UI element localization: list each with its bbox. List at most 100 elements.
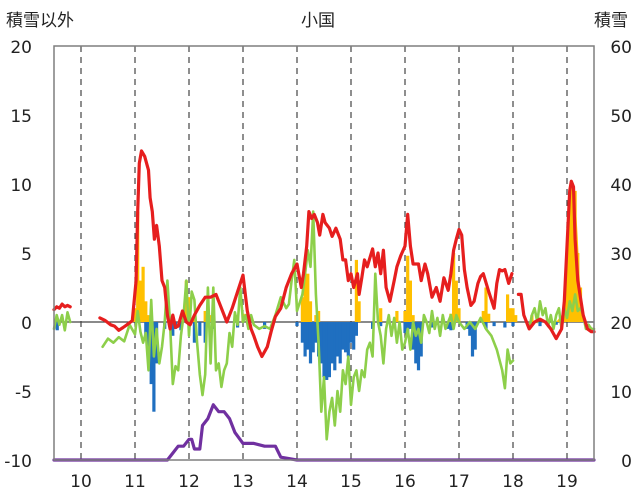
series-3-bar-30 [335,322,340,357]
y-right-tick-label-0: 0 [621,452,632,472]
series-3-bar-29 [333,322,337,371]
y-left-tick-label-6: 20 [10,38,32,58]
series-3-bar-12 [203,322,207,343]
series-4-bar-15 [306,273,310,322]
series-4-bar-2 [138,280,142,322]
series-4-bar-22 [395,310,399,322]
series-4-bar-36 [508,308,512,322]
series-3-bar-1 [144,322,148,339]
series-3-bar-45 [416,322,421,371]
x-tick-label-5: 15 [340,472,362,492]
series-4-bar-14 [303,273,307,322]
series-3-bar-42 [408,322,412,329]
y-left-tick-label-0: -10 [4,452,32,472]
y-left-tick-label-4: 10 [10,176,32,196]
series-3-bar-51 [468,322,472,336]
series-4-bar-13 [300,297,304,322]
y-left-tick-label-1: -5 [15,383,32,403]
series-3-bar-28 [330,322,334,364]
series-3-bar-7 [171,322,175,336]
x-tick-label-8: 18 [502,472,524,492]
series-3-bar-27 [327,322,331,378]
series-3-bar-25 [322,322,326,378]
series-4-bar-24 [406,255,410,322]
series-4-bar-21 [379,308,383,322]
series-3-bar-52 [470,322,475,357]
y-right-tick-label-5: 50 [610,107,632,127]
series-4-bar-38 [514,315,518,322]
series-3-bar-17 [300,322,304,343]
right-axis-label: 積雪 [594,11,628,31]
series-3-bar-56 [503,322,507,328]
y-left-tick-label-3: 5 [21,245,32,265]
series-3-bar-3 [149,322,153,385]
series-3-bar-39 [379,322,383,327]
series-4-bar-16 [308,301,313,322]
series-5-area [556,184,584,322]
y-left-tick-label-2: 0 [21,314,32,334]
x-tick-label-0: 10 [70,472,92,492]
left-axis-label: 積雪以外 [6,11,74,31]
y-right-tick-label-6: 60 [610,38,632,58]
series-4-bar-31 [457,308,461,322]
series-2-line [52,403,596,462]
series-3-bar-47 [430,322,434,328]
series-3-bar-55 [492,322,496,327]
x-tick-label-1: 11 [124,472,146,492]
y-right-tick-label-1: 10 [610,383,632,403]
series-4-bar-3 [141,266,145,322]
series-3-bar-35 [349,322,353,343]
series-3-bar-49 [449,322,453,331]
series-3-bar-22 [314,322,318,343]
series-3-bar-19 [306,322,310,350]
y-right-tick-label-3: 30 [610,245,632,265]
series-3-bar-26 [325,322,329,380]
series-3-bar-58 [538,322,542,327]
series-3-bar-10 [192,322,196,343]
series-4-bar-23 [403,310,407,322]
series-4-bar-20 [357,301,361,322]
series-4-bar-5 [146,315,151,322]
x-tick-label-7: 17 [448,472,470,492]
series-4-bar-25 [408,280,412,322]
series-4-bar-29 [452,253,456,322]
series-3-bar-33 [344,322,348,353]
series-4-bar-37 [511,308,515,322]
series-4-bar-18 [317,310,321,322]
series-4-bar-9 [203,310,207,322]
series-4-bar-10 [209,315,213,322]
series-3-bar-44 [414,322,418,364]
series-0-line [52,149,596,359]
series-3-bar-24 [319,322,323,364]
series-3-bar-54 [484,322,488,329]
series-3-bar-36 [352,322,356,350]
y-right-tick-label-2: 20 [610,314,632,334]
series-3-bar-37 [354,322,358,336]
series-4-bar-33 [484,287,488,322]
series-3-bar-34 [346,322,350,357]
series-3-bar-4 [152,322,156,412]
area-series [556,184,584,322]
series-3-bar-53 [473,322,477,350]
chart-title: 小国 [301,11,335,31]
series-4-bar-4 [144,301,148,322]
x-tick-label-9: 19 [556,472,578,492]
series-3-bar-0 [55,322,59,331]
series-3-bar-57 [511,322,515,327]
series-4-bar-30 [454,280,458,322]
x-tick-label-2: 12 [178,472,200,492]
series-4-bar-19 [354,259,358,322]
x-tick-label-3: 13 [232,472,254,492]
tick-labels: 10 11 12 13 14 15 16 17 18 19 -10 -5 0 5 10 15 20 0 10 20 30… [4,38,632,492]
series-3-bar-18 [303,322,307,357]
series-3-bar-40 [403,322,407,334]
series-3-bar-16 [295,322,299,327]
series-3-bar-20 [308,322,313,364]
y-right-tick-label-4: 40 [610,176,632,196]
line-series [52,149,596,462]
plot-frame [53,45,595,461]
series-4-bar-0 [133,308,137,322]
series-3-bar-32 [341,322,345,350]
series-3-bar-2 [146,322,151,350]
